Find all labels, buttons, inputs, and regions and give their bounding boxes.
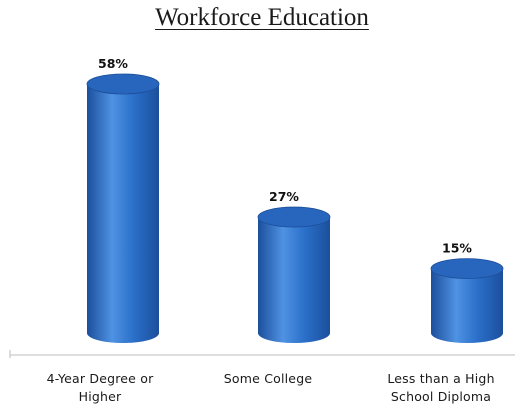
data-label-1: 58% bbox=[98, 56, 128, 71]
category-label-line: Higher bbox=[78, 389, 122, 404]
bar-top-1 bbox=[86, 73, 160, 95]
category-label-line: 4-Year Degree or bbox=[46, 371, 154, 386]
bar-2 bbox=[257, 206, 331, 343]
category-label-3: Less than a High School Diploma bbox=[366, 370, 516, 406]
bar-1 bbox=[86, 73, 160, 343]
category-label-line: Some College bbox=[223, 371, 313, 386]
bar-3 bbox=[430, 258, 504, 343]
data-label-2: 27% bbox=[269, 189, 299, 204]
category-label-line: Less than a High bbox=[387, 371, 495, 386]
category-label-line: School Diploma bbox=[390, 389, 492, 404]
category-label-2: Some College bbox=[193, 370, 343, 388]
chart-title: Workforce Education bbox=[0, 4, 524, 32]
bar-body-2 bbox=[258, 217, 330, 343]
bar-body-3 bbox=[431, 268, 503, 343]
category-label-1: 4-Year Degree or Higher bbox=[25, 370, 175, 406]
data-label-3: 15% bbox=[442, 241, 472, 256]
bar-top-3 bbox=[430, 258, 504, 280]
bar-top-2 bbox=[257, 206, 331, 228]
bar-body-1 bbox=[87, 84, 159, 343]
chart-title-text: Workforce Education bbox=[155, 4, 369, 31]
